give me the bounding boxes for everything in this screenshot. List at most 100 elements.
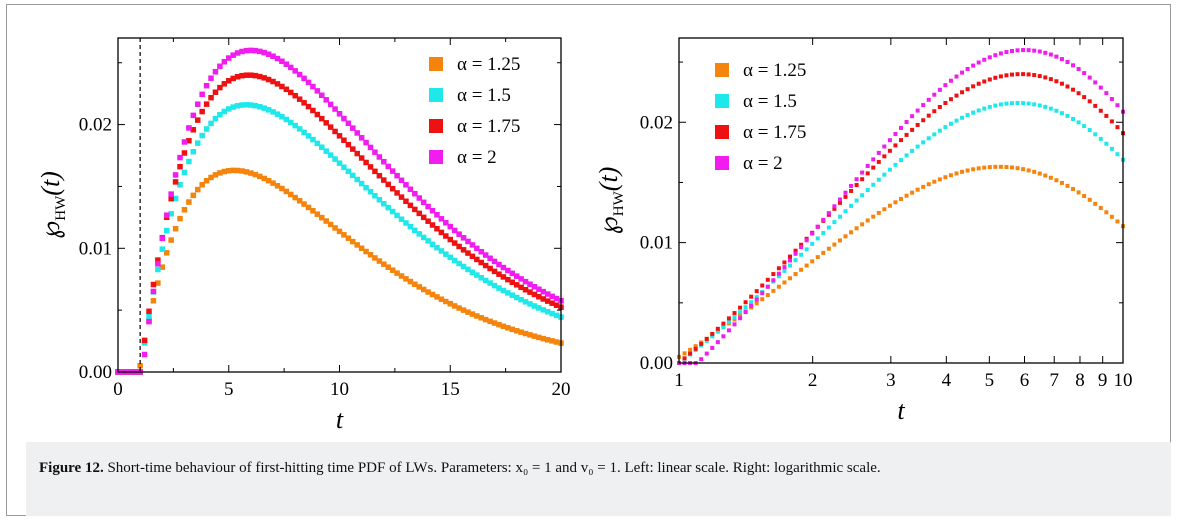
data-point xyxy=(181,150,188,156)
caption-text: Short-time behaviour of first-hitting ti… xyxy=(107,460,881,476)
data-point xyxy=(221,58,228,65)
data-point xyxy=(301,129,307,136)
data-point xyxy=(345,141,352,148)
data-point xyxy=(443,233,449,239)
data-point xyxy=(1010,101,1014,106)
data-point xyxy=(416,210,422,217)
data-point xyxy=(283,86,290,93)
data-point xyxy=(971,167,976,172)
data-point xyxy=(159,235,166,242)
data-point xyxy=(904,153,909,158)
x-tick-label: 6 xyxy=(1020,370,1030,391)
data-point xyxy=(177,163,183,170)
data-point xyxy=(1109,97,1114,102)
data-point xyxy=(305,204,312,211)
data-point xyxy=(760,297,765,302)
data-point xyxy=(398,177,405,184)
data-point xyxy=(257,73,263,80)
data-point xyxy=(367,164,374,170)
data-point xyxy=(363,248,369,255)
data-point xyxy=(301,75,307,82)
data-point xyxy=(826,225,831,230)
data-point xyxy=(354,176,360,183)
data-point xyxy=(425,203,431,210)
data-point xyxy=(937,87,942,92)
data-point xyxy=(1026,72,1031,77)
data-point xyxy=(1021,101,1026,106)
data-point xyxy=(141,351,148,358)
legend: α = 1.25 α = 1.5 α = 1.75 α = 2 xyxy=(715,60,806,174)
data-point xyxy=(536,334,542,341)
data-point xyxy=(549,310,555,317)
data-point xyxy=(496,285,502,291)
data-point xyxy=(425,289,431,295)
data-point xyxy=(150,298,157,304)
data-point xyxy=(810,231,815,236)
data-point xyxy=(715,326,720,331)
data-point xyxy=(540,307,547,313)
data-point xyxy=(478,249,485,255)
data-point xyxy=(451,240,458,246)
data-point xyxy=(252,102,259,109)
data-point xyxy=(230,52,236,58)
data-point xyxy=(239,48,245,55)
data-point xyxy=(536,293,542,300)
data-point xyxy=(434,212,440,218)
data-point xyxy=(288,64,294,71)
data-point xyxy=(726,328,731,333)
data-point xyxy=(876,159,881,164)
data-point xyxy=(882,144,887,149)
data-point xyxy=(1065,183,1070,188)
legend-marker xyxy=(429,150,443,164)
data-point xyxy=(1104,91,1109,96)
data-point xyxy=(341,115,347,122)
data-point xyxy=(1093,201,1098,206)
data-point xyxy=(960,90,965,95)
data-point xyxy=(865,163,870,168)
data-point xyxy=(150,281,157,288)
data-point xyxy=(305,103,312,110)
data-point xyxy=(743,300,748,305)
legend-marker xyxy=(715,125,729,139)
legend-label: α = 2 xyxy=(457,147,497,168)
data-point xyxy=(451,303,458,309)
data-point xyxy=(1032,169,1037,174)
data-point xyxy=(372,255,378,261)
data-point xyxy=(1015,166,1020,171)
data-point xyxy=(749,300,754,305)
data-point xyxy=(1115,219,1120,224)
data-point xyxy=(199,182,205,188)
y-label-symbol: ℘ xyxy=(594,216,623,234)
data-point xyxy=(522,330,529,337)
data-point xyxy=(372,149,378,155)
data-point xyxy=(837,200,842,205)
data-point xyxy=(279,113,285,120)
data-point xyxy=(1043,50,1048,55)
data-point xyxy=(788,254,792,259)
data-point xyxy=(217,170,223,176)
data-point xyxy=(893,162,898,167)
data-point xyxy=(447,254,453,261)
data-point xyxy=(358,135,365,141)
data-point xyxy=(434,244,440,251)
data-point xyxy=(354,130,360,136)
data-point xyxy=(381,158,387,165)
legend-label: α = 1.75 xyxy=(743,122,806,143)
data-point xyxy=(248,72,254,78)
data-point xyxy=(327,221,334,228)
data-point xyxy=(1115,152,1120,157)
data-point xyxy=(788,263,792,268)
data-point xyxy=(518,329,524,335)
data-point xyxy=(469,269,476,276)
data-point xyxy=(208,94,214,101)
data-point xyxy=(336,160,343,166)
data-point xyxy=(274,81,281,87)
data-point xyxy=(505,325,511,331)
data-point xyxy=(168,210,174,217)
data-point xyxy=(965,168,970,173)
data-point xyxy=(239,168,245,174)
data-point xyxy=(181,169,188,176)
y-label-subscript: HW xyxy=(53,195,69,221)
data-point xyxy=(849,203,854,208)
data-point xyxy=(1109,119,1114,124)
